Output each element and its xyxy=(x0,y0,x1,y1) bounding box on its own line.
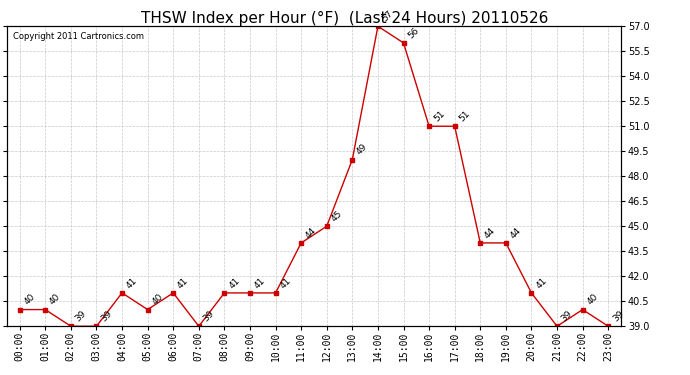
Text: 39: 39 xyxy=(99,309,114,324)
Text: 40: 40 xyxy=(585,292,600,307)
Text: Copyright 2011 Cartronics.com: Copyright 2011 Cartronics.com xyxy=(13,32,144,41)
Text: 41: 41 xyxy=(253,276,267,290)
Text: 51: 51 xyxy=(457,109,472,123)
Text: 44: 44 xyxy=(304,226,318,240)
Text: 57: 57 xyxy=(381,9,395,24)
Text: 44: 44 xyxy=(509,226,523,240)
Text: 56: 56 xyxy=(406,26,421,40)
Text: 44: 44 xyxy=(483,226,497,240)
Text: 45: 45 xyxy=(330,209,344,224)
Text: 40: 40 xyxy=(48,292,63,307)
Text: THSW Index per Hour (°F)  (Last 24 Hours) 20110526: THSW Index per Hour (°F) (Last 24 Hours)… xyxy=(141,11,549,26)
Text: 41: 41 xyxy=(125,276,139,290)
Text: 40: 40 xyxy=(150,292,165,307)
Text: 41: 41 xyxy=(176,276,190,290)
Text: 39: 39 xyxy=(74,309,88,324)
Text: 40: 40 xyxy=(23,292,37,307)
Text: 49: 49 xyxy=(355,142,370,157)
Text: 41: 41 xyxy=(278,276,293,290)
Text: 39: 39 xyxy=(560,309,574,324)
Text: 51: 51 xyxy=(432,109,446,123)
Text: 41: 41 xyxy=(534,276,549,290)
Text: 39: 39 xyxy=(611,309,625,324)
Text: 41: 41 xyxy=(227,276,242,290)
Text: 39: 39 xyxy=(201,309,216,324)
